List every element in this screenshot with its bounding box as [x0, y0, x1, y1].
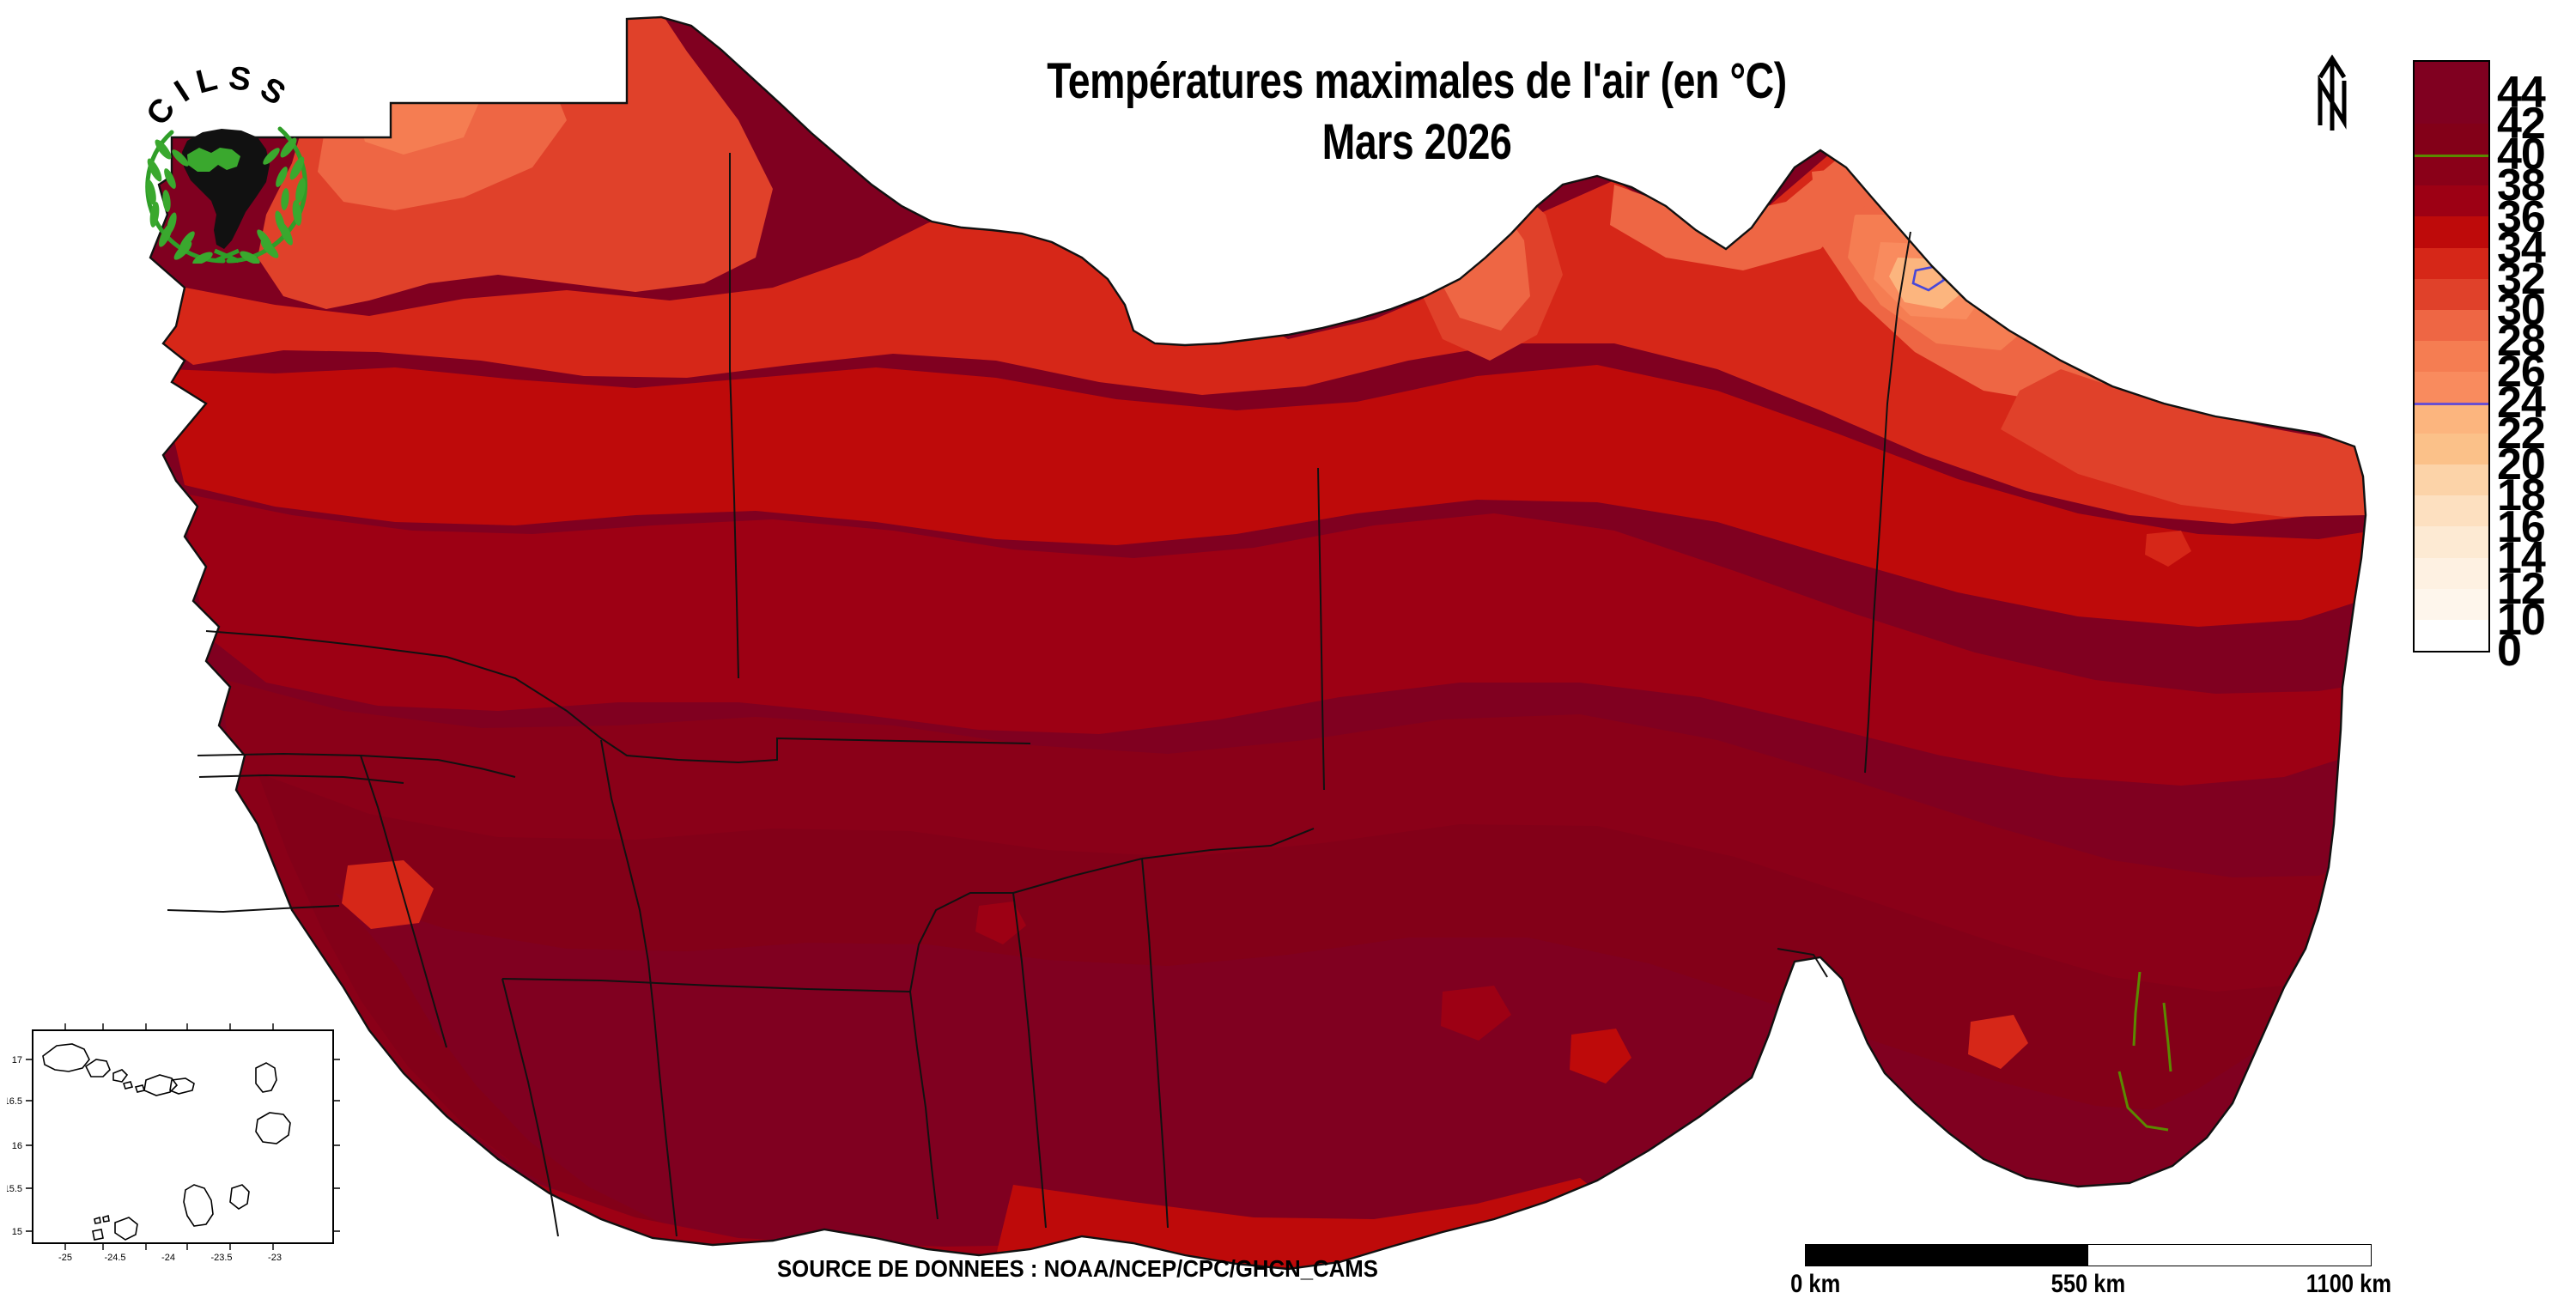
scale-label-max: 1100 km	[2306, 1270, 2392, 1298]
inset-y-tick: 15	[12, 1227, 22, 1237]
cape-verde-islands	[42, 1043, 291, 1241]
colorbar-tick-40: 40	[2497, 130, 2546, 180]
colorbar-band-18-20	[2415, 464, 2488, 496]
laurel-cross	[214, 248, 240, 264]
colorbar-band-16-18	[2415, 495, 2488, 527]
colorbar-band-10-12	[2415, 588, 2488, 620]
country-borders	[149, 15, 2367, 1271]
scale-bar-fill	[1806, 1245, 2088, 1266]
colorbar-band-30-32	[2415, 278, 2488, 310]
colorbar-band-44-46	[2415, 62, 2488, 94]
inset-tick-labels: 17 16.5 16 15.5 15 -25 -24.5 -24 -23.5 -…	[7, 1055, 282, 1263]
colorbar-contour-line-40	[2415, 155, 2488, 158]
colorbar-band-22-24	[2415, 403, 2488, 434]
data-source-note: SOURCE DE DONNEES : NOAA/NCEP/CPC/GHCN_C…	[777, 1255, 1378, 1282]
scale-label-mid: 550 km	[2050, 1270, 2126, 1298]
colorbar-band-0-10	[2415, 619, 2488, 651]
colorbar-band-40-42	[2415, 124, 2488, 155]
temperature-colorbar[interactable]	[2413, 60, 2490, 653]
colorbar-contour-line-24	[2415, 403, 2488, 406]
temperature-bands	[150, 17, 2366, 1269]
colorbar-tick-32: 32	[2497, 253, 2546, 304]
inset-y-tick: 17	[12, 1055, 22, 1065]
colorbar-tick-38: 38	[2497, 161, 2546, 211]
inset-x-tick: -24.5	[104, 1253, 125, 1263]
inset-y-tick: 16	[12, 1141, 22, 1151]
colorbar-tick-34: 34	[2497, 222, 2546, 273]
inset-x-tick: -23	[268, 1253, 282, 1263]
inset-x-tick: -24	[161, 1253, 175, 1263]
colorbar-band-20-22	[2415, 434, 2488, 465]
colorbar-tick-42: 42	[2497, 99, 2546, 149]
colorbar-tick-44: 44	[2497, 68, 2546, 118]
title-subtitle: Mars 2026	[1321, 113, 1512, 170]
cilss-logo: C I L S S	[101, 36, 350, 264]
inset-x-tick: -25	[58, 1253, 72, 1263]
colorbar-band-42-44	[2415, 93, 2488, 124]
title-main: Températures maximales de l'air (en °C)	[1047, 53, 1787, 109]
colorbar-band-28-30	[2415, 309, 2488, 341]
page-title: Températures maximales de l'air (en °C) …	[902, 52, 1932, 173]
choropleth-map[interactable]	[0, 0, 2396, 1296]
colorbar-band-38-40	[2415, 155, 2488, 186]
north-arrow-icon	[2301, 52, 2361, 146]
colorbar-tick-14: 14	[2497, 532, 2546, 583]
colorbar-tick-30: 30	[2497, 284, 2546, 335]
colorbar-tick-16: 16	[2497, 501, 2546, 552]
scale-bar-track	[1805, 1244, 2372, 1266]
colorbar-tick-36: 36	[2497, 191, 2546, 242]
colorbar-band-34-36	[2415, 216, 2488, 248]
scale-bar: 0 km 550 km 1100 km	[1790, 1244, 2391, 1298]
cilss-wordmark: C I L S S	[139, 60, 291, 132]
colorbar-tick-22: 22	[2497, 409, 2546, 459]
colorbar-tick-24: 24	[2497, 378, 2546, 428]
laurel-leaves	[146, 137, 306, 264]
inset-y-tick: 15.5	[7, 1184, 22, 1194]
colorbar-tick-18: 18	[2497, 470, 2546, 521]
inset-x-tick: -23.5	[210, 1253, 232, 1263]
colorbar-band-24-26	[2415, 371, 2488, 404]
colorbar-tick-28: 28	[2497, 315, 2546, 366]
river-lines	[2117, 971, 2172, 1132]
colorbar-band-32-34	[2415, 247, 2488, 279]
inset-map-cape-verde[interactable]: 17 16.5 16 15.5 15 -25 -24.5 -24 -23.5 -…	[7, 1018, 350, 1267]
africa-silhouette	[182, 129, 270, 249]
contour-24-loop	[1960, 252, 1996, 288]
colorbar-band-12-14	[2415, 557, 2488, 589]
colorbar-tick-26: 26	[2497, 347, 2546, 398]
scale-label-min: 0 km	[1790, 1270, 1841, 1298]
colorbar-band-26-28	[2415, 340, 2488, 372]
inset-y-tick: 16.5	[7, 1096, 22, 1107]
colorbar-band-14-16	[2415, 526, 2488, 558]
colorbar-tick-labels: 44 42 40 38 36 34 32 30 28 26 24 22 20 18 16 14 12 10 0	[2497, 60, 2576, 676]
colorbar-band-36-38	[2415, 185, 2488, 217]
inset-axis-ticks	[26, 1023, 340, 1250]
colorbar-tick-0: 0	[2497, 626, 2522, 676]
colorbar-tick-12: 12	[2497, 563, 2546, 614]
colorbar-tick-20: 20	[2497, 440, 2546, 490]
colorbar-tick-10: 10	[2497, 594, 2546, 645]
